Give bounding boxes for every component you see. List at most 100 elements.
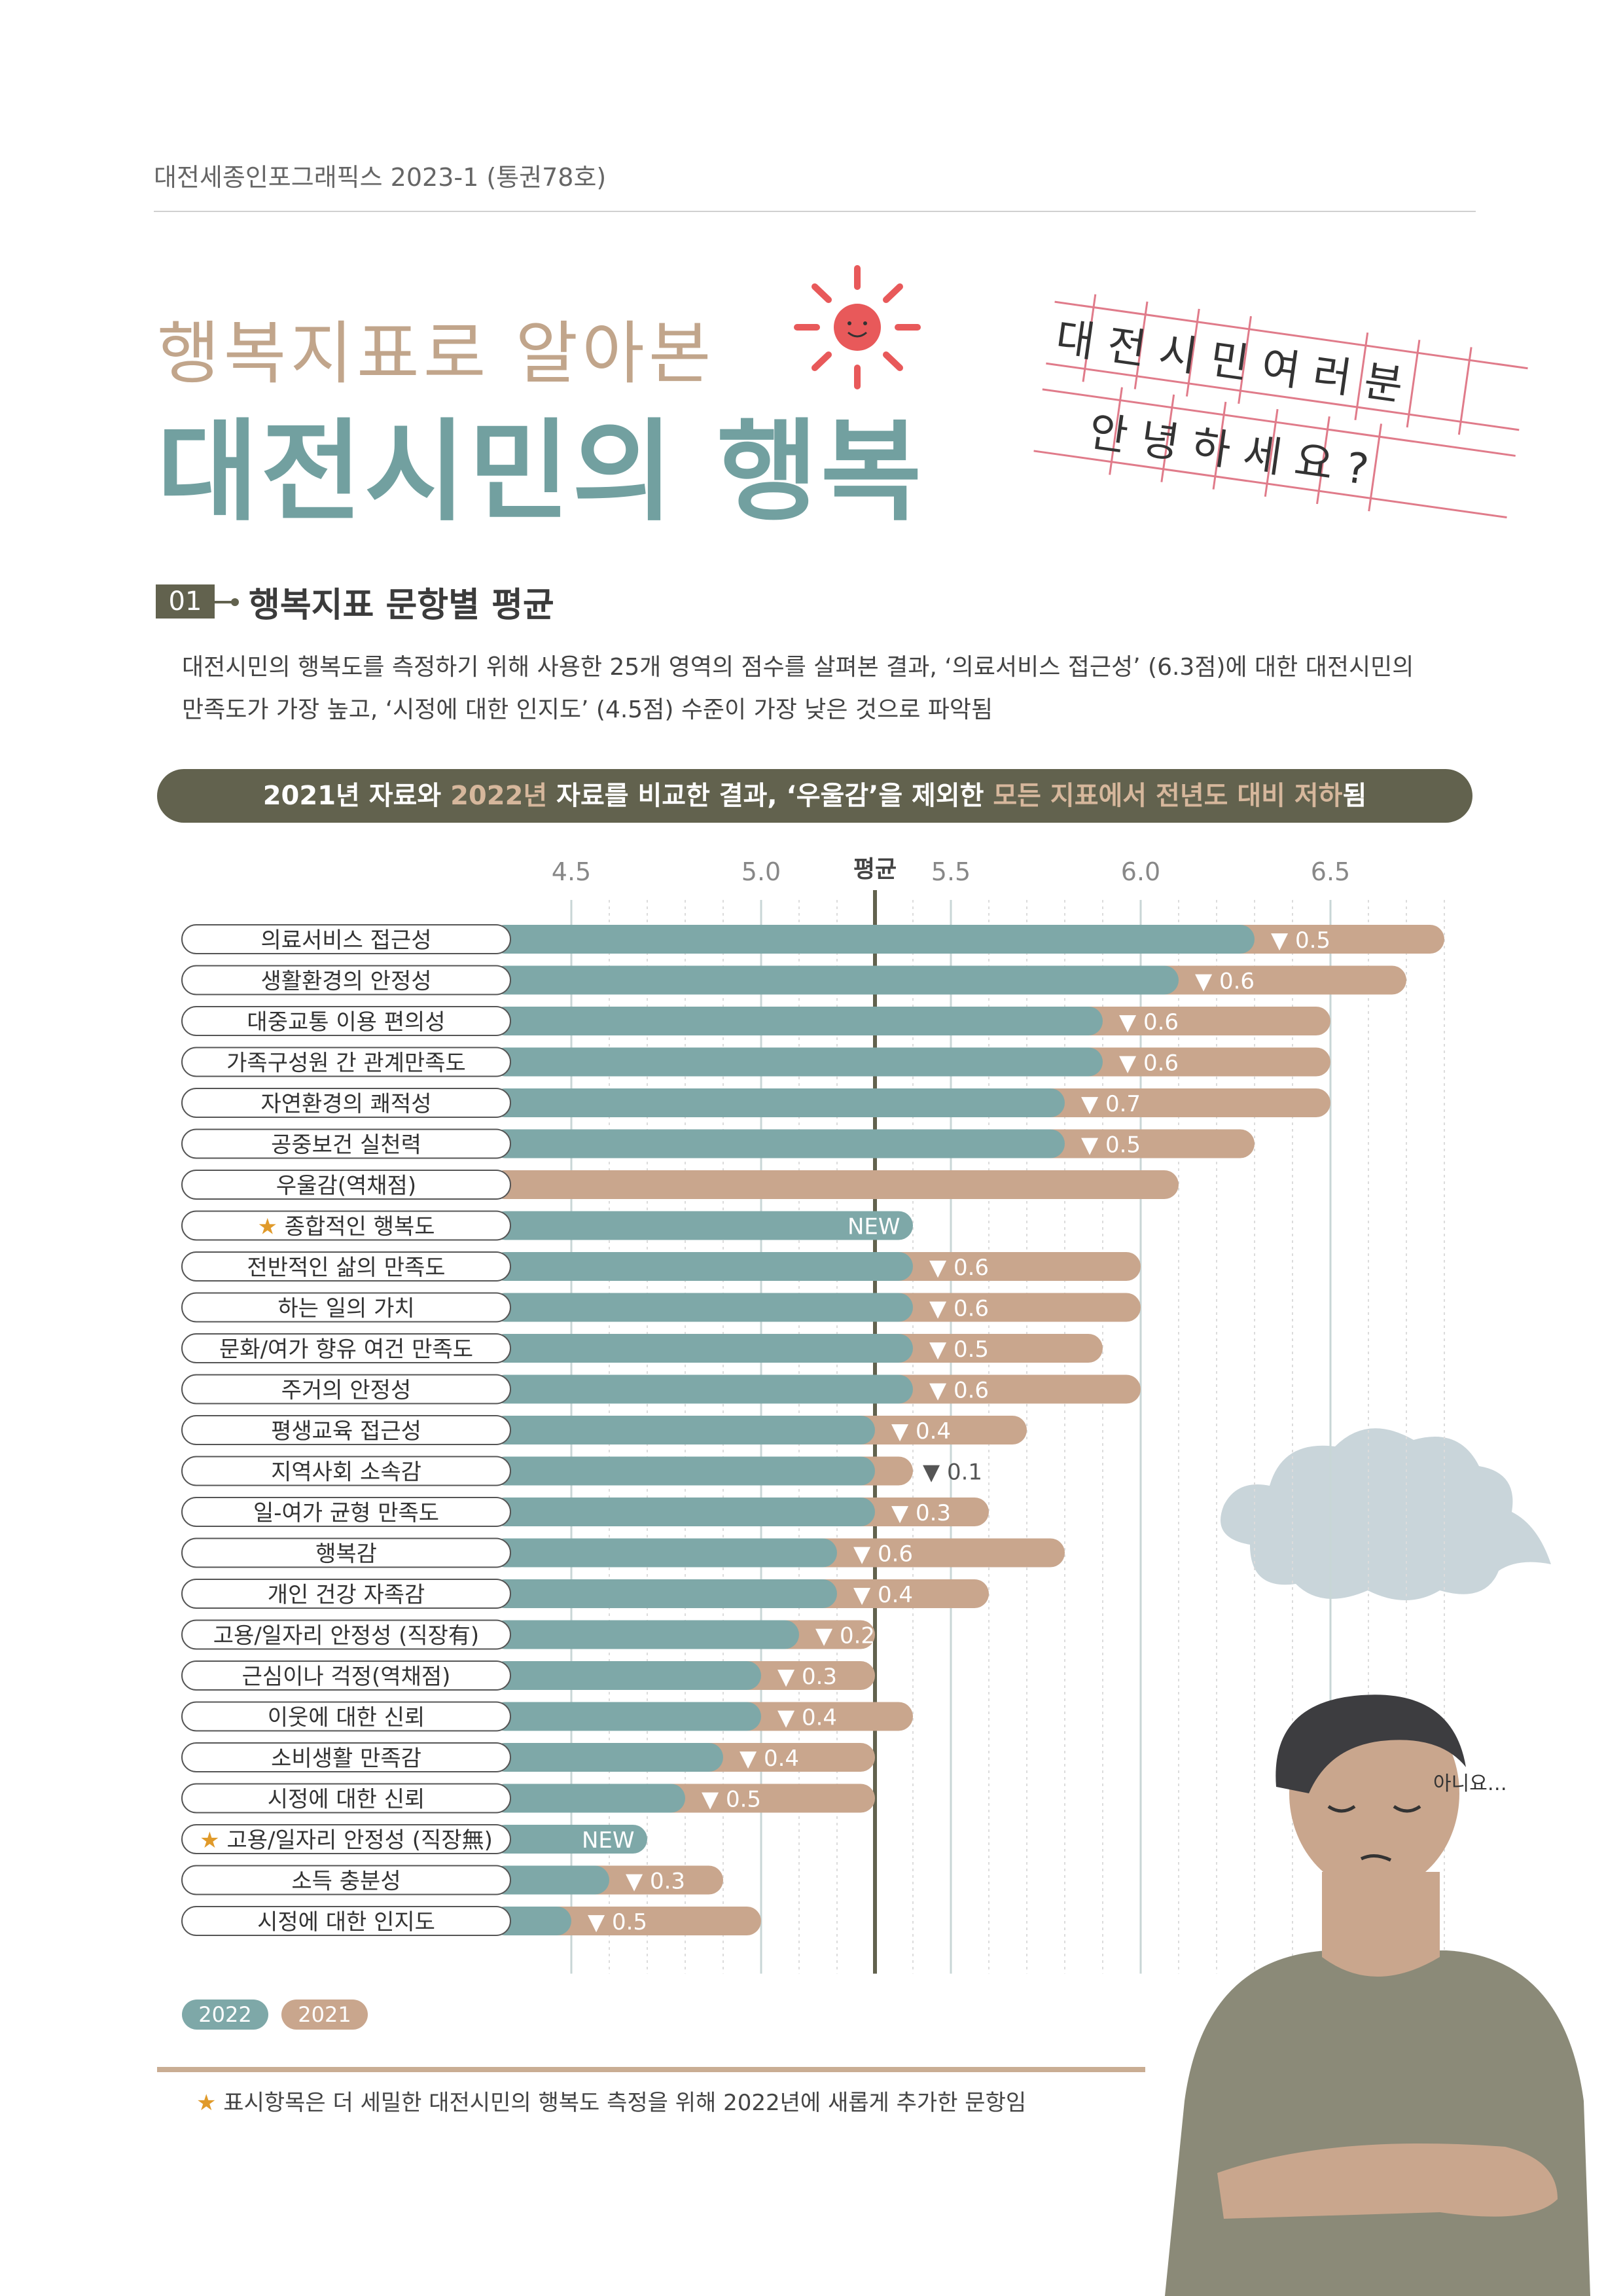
category-label-text: 종합적인 행복도 bbox=[285, 1214, 435, 1240]
category-label-text: 공중보건 실천력 bbox=[271, 1132, 421, 1158]
bar-2022 bbox=[491, 1416, 875, 1444]
category-label: ★ 고용/일자리 안정성 (직장無) bbox=[200, 1827, 493, 1854]
footnote-text: 표시항목은 더 세밀한 대전시민의 행복도 측정을 위해 2022년에 새롭게 … bbox=[216, 2090, 1027, 2116]
section-description-line1: 대전시민의 행복도를 측정하기 위해 사용한 25개 영역의 점수를 살펴본 결… bbox=[182, 654, 1414, 681]
bar-2022 bbox=[491, 1743, 723, 1772]
category-label-text: 문화/여가 향유 여건 만족도 bbox=[219, 1336, 473, 1363]
category-label-pill bbox=[181, 1333, 511, 1363]
x-tick-label: 5.0 bbox=[741, 857, 781, 886]
x-tick-label: 6.0 bbox=[1121, 857, 1160, 886]
bar-2021-overlay bbox=[491, 1170, 1179, 1199]
category-label-text: 의료서비스 접근성 bbox=[260, 927, 431, 954]
change-label: ▼ 0.4 bbox=[891, 1418, 951, 1444]
category-label-text: 자연환경의 쾌적성 bbox=[260, 1091, 431, 1117]
category-label: 생활환경의 안정성 bbox=[260, 969, 431, 995]
header-text: 대전세종인포그래픽스 2023-1 (통권78호) bbox=[154, 163, 607, 192]
change-label: ▲ 0.6 bbox=[416, 1173, 475, 1199]
category-label-pill bbox=[181, 1128, 511, 1159]
banner-text-2: 자료를 비교한 결과, ‘우울감’을 제외한 bbox=[547, 781, 993, 811]
category-label-text: 대중교통 이용 편의성 bbox=[247, 1009, 445, 1035]
change-label: ▼ 0.6 bbox=[853, 1541, 913, 1568]
change-label: ▼ 0.6 bbox=[1119, 1009, 1179, 1035]
bar-2022 bbox=[491, 1088, 1065, 1117]
bar-2022 bbox=[491, 1252, 913, 1281]
category-label-pill bbox=[181, 1701, 511, 1732]
category-label: 하는 일의 가치 bbox=[277, 1296, 414, 1322]
category-label: 시정에 대한 인지도 bbox=[257, 1909, 435, 1935]
change-label: ▼ 0.3 bbox=[891, 1500, 951, 1526]
category-label: 소득 충분성 bbox=[291, 1869, 401, 1895]
category-label-pill bbox=[181, 1210, 511, 1241]
greeting-note: 대 전 시 민 여 러 분 안 녕 하 세 요 ? bbox=[1033, 294, 1528, 519]
category-label: 평생교육 접근성 bbox=[271, 1418, 421, 1444]
bar-2022 bbox=[491, 1007, 1103, 1035]
category-label-pill bbox=[181, 1824, 511, 1854]
category-label: 대중교통 이용 편의성 bbox=[247, 1009, 445, 1035]
change-label: ▼ 0.5 bbox=[702, 1787, 761, 1813]
bar-2022 bbox=[491, 1456, 875, 1486]
section-description-line2: 만족도가 가장 높고, ‘시정에 대한 인지도’ (4.5점) 수준이 가장 낮… bbox=[182, 696, 993, 723]
change-label: ▼ 0.1 bbox=[923, 1460, 982, 1486]
bar-2022 bbox=[491, 1129, 1065, 1158]
category-label: 시정에 대한 신뢰 bbox=[268, 1787, 425, 1813]
x-tick-label: 5.5 bbox=[931, 857, 971, 886]
bar-2022 bbox=[491, 1211, 913, 1240]
category-label: 고용/일자리 안정성 (직장有) bbox=[213, 1623, 479, 1649]
category-label-pill bbox=[181, 1415, 511, 1445]
category-label-text: 전반적인 삶의 만족도 bbox=[247, 1255, 445, 1281]
bar-2022 bbox=[491, 1498, 875, 1526]
sun-illustration bbox=[794, 265, 921, 389]
banner-text-1: 2021년 자료와 bbox=[262, 781, 451, 811]
change-label: ▼ 0.6 bbox=[1195, 969, 1255, 995]
bar-2022 bbox=[491, 1047, 1103, 1077]
category-label-pill bbox=[181, 1619, 511, 1650]
category-label-text: 개인 건강 자족감 bbox=[268, 1582, 425, 1608]
bar-2022 bbox=[491, 1538, 837, 1568]
legend-2022: 2022 bbox=[182, 2000, 268, 2030]
cloud-illustration bbox=[1221, 1428, 1551, 1600]
category-label: ★ 종합적인 행복도 bbox=[257, 1214, 435, 1240]
change-label: ▼ 0.4 bbox=[777, 1705, 837, 1731]
bar-2022 bbox=[491, 1784, 685, 1813]
category-label-text: 고용/일자리 안정성 (직장無) bbox=[226, 1827, 492, 1854]
category-label-pill bbox=[181, 1006, 511, 1036]
change-label: NEW bbox=[847, 1214, 901, 1240]
category-label-pill bbox=[181, 1783, 511, 1814]
category-label: 의료서비스 접근성 bbox=[260, 927, 431, 954]
x-tick-label: 4.5 bbox=[552, 857, 591, 886]
category-label: 근심이나 걱정(역채점) bbox=[242, 1664, 451, 1690]
change-label: ▼ 0.6 bbox=[929, 1255, 989, 1281]
category-label: 공중보건 실천력 bbox=[271, 1132, 421, 1158]
category-label-text: 이웃에 대한 신뢰 bbox=[268, 1705, 425, 1731]
page-subtitle: 행복지표로 알아본 bbox=[157, 314, 715, 393]
change-label: ▼ 0.5 bbox=[588, 1909, 647, 1935]
category-label: 개인 건강 자족감 bbox=[268, 1582, 425, 1608]
category-label: 문화/여가 향유 여건 만족도 bbox=[219, 1336, 473, 1363]
category-label-text: 우울감(역채점) bbox=[276, 1173, 416, 1199]
category-label-text: 소비생활 만족감 bbox=[271, 1746, 421, 1772]
category-label-text: 시정에 대한 신뢰 bbox=[268, 1787, 425, 1813]
banner-highlight-1: 2022년 bbox=[450, 781, 548, 811]
legend-2021: 2021 bbox=[281, 2000, 368, 2030]
change-label: ▼ 0.7 bbox=[1081, 1091, 1141, 1117]
category-label: 행복감 bbox=[315, 1541, 377, 1568]
category-label-pill bbox=[181, 1251, 511, 1282]
change-label: ▼ 0.6 bbox=[929, 1296, 989, 1322]
category-label-pill bbox=[181, 1579, 511, 1609]
summary-banner: 2021년 자료와 2022년 자료를 비교한 결과, ‘우울감’을 제외한 모… bbox=[157, 769, 1472, 823]
category-label: 일-여가 균형 만족도 bbox=[253, 1500, 439, 1526]
category-label-pill bbox=[181, 1456, 511, 1486]
category-label-text: 가족구성원 간 관계만족도 bbox=[226, 1050, 466, 1077]
bar-2022 bbox=[491, 1579, 837, 1608]
section-title: 행복지표 문항별 평균 bbox=[249, 586, 554, 625]
category-label-text: 생활환경의 안정성 bbox=[260, 969, 431, 995]
change-label: ▼ 0.5 bbox=[1271, 927, 1330, 954]
category-label: 소비생활 만족감 bbox=[271, 1746, 421, 1772]
change-label: ▼ 0.4 bbox=[740, 1746, 799, 1772]
footnote: ★ 표시항목은 더 세밀한 대전시민의 행복도 측정을 위해 2022년에 새롭… bbox=[196, 2085, 1026, 2117]
category-label-pill bbox=[181, 965, 511, 996]
star-icon: ★ bbox=[257, 1214, 284, 1240]
change-label: ▼ 0.5 bbox=[929, 1336, 989, 1363]
category-label-text: 행복감 bbox=[315, 1541, 377, 1568]
